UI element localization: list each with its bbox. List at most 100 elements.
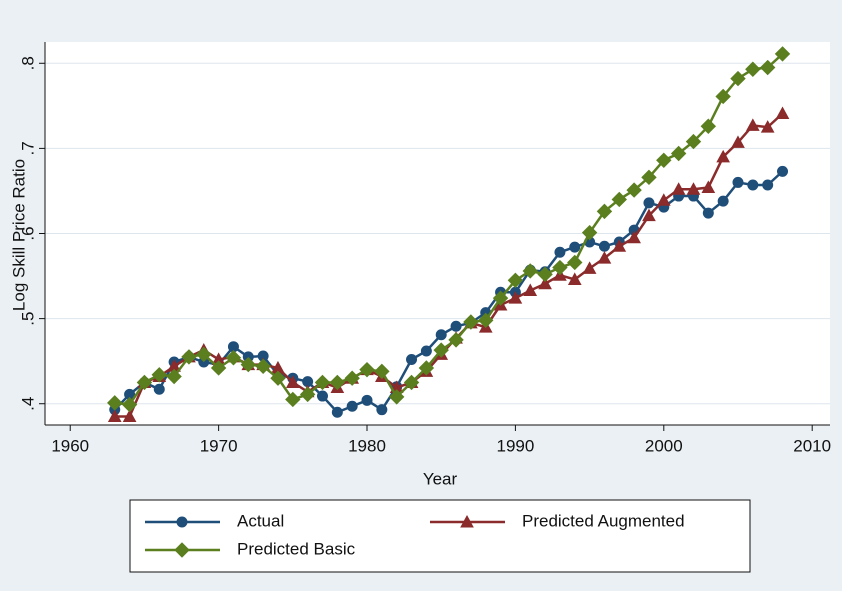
data-point: [732, 176, 744, 188]
legend-marker: [176, 516, 188, 528]
data-point: [166, 368, 182, 385]
data-point: [344, 370, 360, 386]
y-axis-label: Log Skill Price Ratio: [9, 159, 28, 311]
data-point: [671, 182, 686, 195]
data-point: [376, 404, 388, 416]
data-point: [641, 169, 657, 186]
data-point: [656, 193, 671, 206]
data-point: [581, 224, 598, 241]
data-point: [596, 203, 613, 220]
data-point: [463, 314, 479, 330]
data-point: [361, 394, 373, 406]
legend-marker: [460, 514, 474, 528]
data-point: [225, 350, 242, 366]
x-tick-label: 1980: [348, 436, 386, 455]
data-point: [670, 145, 687, 162]
data-point: [448, 332, 464, 348]
data-point: [433, 342, 449, 358]
data-point: [523, 283, 538, 297]
legend-marker: [174, 542, 190, 558]
data-point: [210, 360, 227, 376]
data-point: [745, 118, 760, 131]
data-point: [151, 367, 167, 383]
series-line: [114, 52, 784, 406]
legend-label: Actual: [237, 511, 284, 530]
y-tick-label: .4: [18, 397, 37, 411]
data-point: [745, 61, 761, 77]
data-point: [700, 118, 717, 134]
data-point: [153, 383, 165, 395]
data-point: [403, 374, 420, 391]
data-point: [612, 239, 627, 252]
data-point: [701, 180, 716, 194]
data-point: [717, 195, 729, 207]
data-point: [643, 197, 655, 209]
data-point: [107, 395, 123, 411]
data-point: [136, 374, 153, 391]
data-point: [642, 208, 656, 222]
series-line: [113, 170, 784, 414]
data-point: [196, 346, 212, 363]
data-point: [702, 207, 714, 219]
data-point: [420, 345, 432, 357]
data-point: [731, 135, 745, 148]
data-point: [450, 320, 462, 332]
data-point: [285, 375, 300, 388]
data-point: [418, 360, 435, 376]
data-point: [597, 251, 612, 264]
data-point: [329, 374, 346, 391]
x-axis-label: Year: [423, 469, 458, 488]
data-point: [359, 361, 375, 378]
y-tick-label: .6: [18, 226, 37, 240]
data-point: [774, 46, 791, 62]
data-point: [598, 240, 610, 252]
y-tick-label: .8: [18, 56, 37, 70]
data-point: [316, 390, 328, 402]
data-point: [760, 120, 775, 133]
data-point: [406, 353, 418, 365]
data-point: [716, 149, 730, 163]
data-point: [299, 386, 316, 403]
data-point: [255, 358, 271, 374]
data-point: [567, 254, 583, 271]
data-point: [538, 276, 552, 290]
y-tick-label: .5: [18, 312, 37, 326]
data-point: [582, 261, 597, 274]
data-point: [388, 389, 405, 405]
data-point: [775, 106, 790, 119]
data-point: [715, 88, 731, 105]
x-tick-label: 2000: [645, 436, 683, 455]
data-point: [270, 370, 286, 386]
data-point: [181, 349, 197, 365]
x-tick-label: 2010: [793, 436, 831, 455]
data-point: [492, 290, 509, 306]
data-point: [730, 70, 746, 87]
legend-box: [129, 499, 751, 573]
data-point: [240, 356, 257, 373]
data-point: [777, 165, 789, 177]
data-point: [552, 259, 568, 276]
data-point: [478, 312, 494, 329]
y-tick-label: .7: [18, 141, 37, 155]
data-point: [508, 291, 523, 304]
data-point: [285, 391, 301, 408]
data-point: [569, 241, 581, 253]
data-point: [507, 272, 524, 289]
data-point: [554, 246, 566, 258]
data-point: [346, 400, 358, 412]
data-point: [537, 266, 553, 283]
data-point: [611, 191, 627, 208]
data-point: [747, 179, 759, 191]
legend-label: Predicted Basic: [237, 539, 356, 558]
data-point: [435, 329, 447, 341]
legend-label: Predicted Augmented: [522, 511, 685, 530]
data-point: [107, 409, 122, 422]
x-tick-label: 1990: [496, 436, 534, 455]
data-point: [522, 263, 538, 279]
data-point: [374, 363, 390, 380]
data-point: [656, 152, 672, 169]
data-point: [686, 182, 701, 195]
data-point: [626, 182, 642, 198]
data-point: [685, 133, 702, 150]
